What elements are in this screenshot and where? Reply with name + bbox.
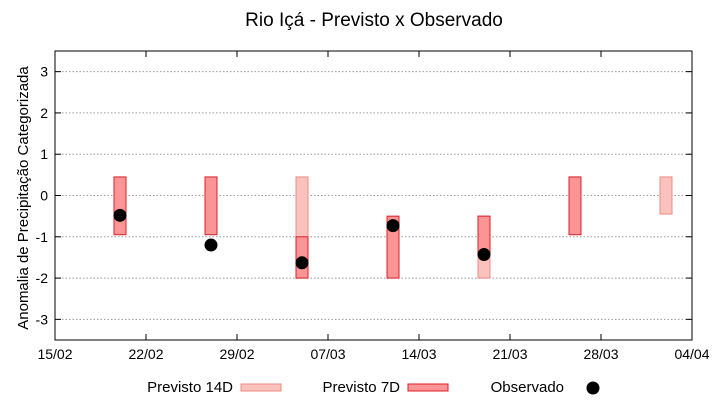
forecast-range-bar <box>477 215 491 254</box>
y-tick-label: 3 <box>40 64 48 80</box>
y-tick-label: 1 <box>40 146 48 162</box>
forecast-range-bar <box>204 176 218 236</box>
y-tick-label: -1 <box>36 229 49 245</box>
y-tick-label: 2 <box>40 105 48 121</box>
observed-point <box>477 248 491 262</box>
observed-point <box>204 238 218 252</box>
forecast-range-bar <box>659 176 673 215</box>
x-tick-label: 21/03 <box>492 346 527 362</box>
y-axis-label: Anomalia de Precipitação Categorizada <box>15 66 32 330</box>
forecast-range-bar <box>113 176 127 236</box>
x-tick-label: 28/03 <box>583 346 618 362</box>
y-tick-label: -2 <box>36 270 49 286</box>
observed-point <box>113 208 127 222</box>
y-tick-label: 0 <box>40 188 48 204</box>
x-tick-label: 22/02 <box>128 346 163 362</box>
legend-label: Previsto 7D <box>322 379 400 396</box>
observed-point <box>386 219 400 233</box>
x-tick-label: 14/03 <box>401 346 436 362</box>
legend-label: Observado <box>491 379 564 396</box>
x-tick-label: 29/02 <box>219 346 254 362</box>
x-tick-label: 04/04 <box>674 346 709 362</box>
observed-point <box>295 256 309 270</box>
series-observado <box>113 208 491 270</box>
forecast-range-bar <box>386 215 400 279</box>
series-previsto-7d <box>113 176 582 279</box>
gridlines <box>55 71 692 320</box>
forecast-range-bar <box>568 176 582 236</box>
legend-label: Previsto 14D <box>147 379 233 396</box>
legend-swatch <box>407 383 449 392</box>
legend: Previsto 14D Previsto 7D Observado <box>147 379 600 396</box>
legend-swatch <box>586 381 600 395</box>
y-tick-label: -3 <box>36 311 49 327</box>
x-tick-label: 07/03 <box>310 346 345 362</box>
x-tick-label: 15/02 <box>37 346 72 362</box>
axis-ticks: -3 -2 -1 0 1 2 3 15/02 22/02 29/02 07/03 14/03 21/03… <box>36 51 710 362</box>
legend-swatch <box>240 383 282 392</box>
chart-title: Rio Içá - Previsto x Observado <box>245 10 503 31</box>
plot-frame <box>54 50 693 341</box>
